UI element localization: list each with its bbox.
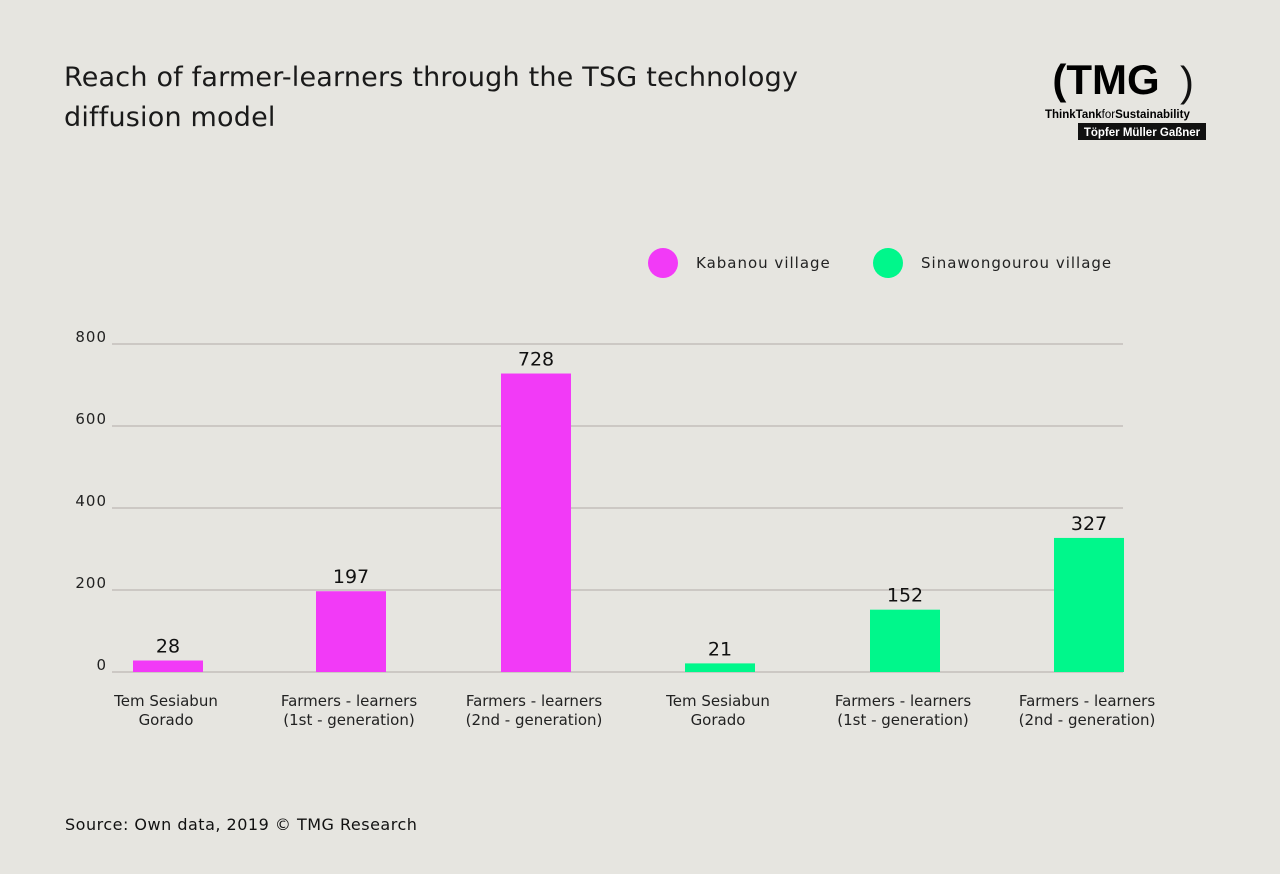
legend-swatch-sinawongourou [873, 248, 903, 278]
data-label: 327 [1071, 513, 1107, 535]
legend-label-kabanou: Kabanou village [696, 254, 831, 272]
y-tick-label: 800 [75, 328, 107, 346]
tmg-logo: (TMG ) ThinkTankforSustainability Töpfer… [1040, 56, 1220, 146]
data-label: 197 [333, 566, 369, 588]
legend-item-sinawongourou: Sinawongourou village [873, 248, 1112, 278]
x-tick-label: Farmers - learners [281, 692, 418, 710]
x-tick-label: (1st - generation) [283, 711, 414, 729]
x-tick-label: Farmers - learners [466, 692, 603, 710]
bar [501, 373, 571, 672]
x-tick-label: (2nd - generation) [1019, 711, 1156, 729]
bar [870, 609, 940, 672]
data-label: 728 [518, 349, 554, 371]
svg-text:(TMG: (TMG [1052, 56, 1159, 103]
legend-item-kabanou: Kabanou village [648, 248, 831, 278]
data-label: 152 [887, 585, 923, 607]
x-tick-label: (1st - generation) [837, 711, 968, 729]
x-tick-label: Tem Sesiabun [665, 692, 770, 710]
bar [1054, 537, 1124, 672]
legend-swatch-kabanou [648, 248, 678, 278]
y-tick-label: 400 [75, 492, 107, 510]
source-note: Source: Own data, 2019 © TMG Research [65, 815, 418, 834]
x-tick-label: Farmers - learners [1019, 692, 1156, 710]
svg-text:Töpfer Müller Gaßner: Töpfer Müller Gaßner [1084, 127, 1201, 139]
y-tick-label: 600 [75, 410, 107, 428]
bar [133, 660, 203, 672]
svg-text:): ) [1180, 58, 1194, 105]
bar [685, 663, 755, 672]
legend-label-sinawongourou: Sinawongourou village [921, 254, 1113, 272]
y-tick-label: 200 [75, 574, 107, 592]
x-tick-label: (2nd - generation) [466, 711, 603, 729]
x-tick-label: Gorado [691, 711, 746, 729]
y-tick-label: 0 [96, 656, 107, 674]
svg-text:ThinkTankforSustainability: ThinkTankforSustainability [1045, 109, 1190, 121]
chart-title: Reach of farmer-learners through the TSG… [64, 62, 799, 133]
x-tick-label: Farmers - learners [835, 692, 972, 710]
data-label: 28 [156, 636, 180, 658]
bar [316, 591, 386, 672]
x-tick-label: Tem Sesiabun [113, 692, 218, 710]
x-tick-label: Gorado [139, 711, 194, 729]
data-label: 21 [708, 638, 732, 660]
